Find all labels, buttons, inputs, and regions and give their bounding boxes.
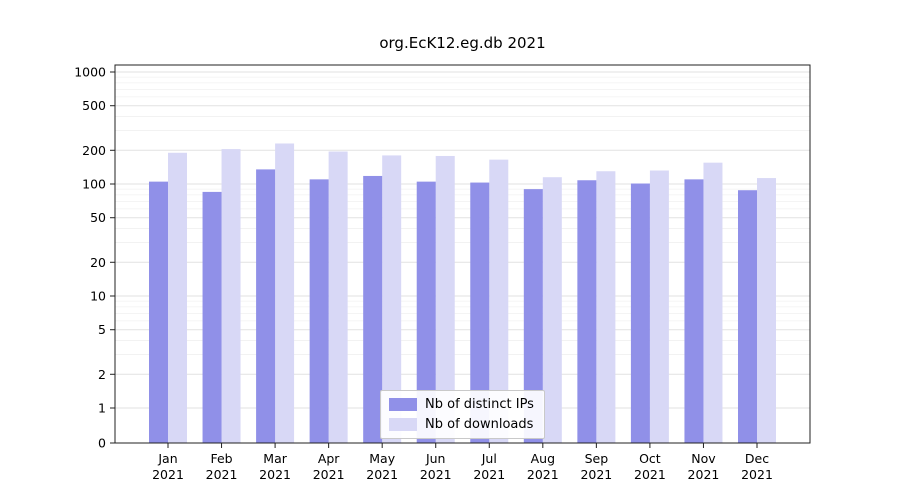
legend-item-distinct-ips: Nb of distinct IPs [389, 397, 534, 412]
bar-distinct-ips [738, 190, 757, 443]
x-tick-label-year: 2021 [741, 467, 773, 482]
y-tick-label: 100 [82, 177, 106, 192]
bar-distinct-ips [577, 180, 597, 444]
x-tick-label-month: Feb [210, 451, 232, 466]
x-tick-label-month: Apr [318, 451, 340, 466]
y-tick-label: 20 [90, 255, 106, 270]
x-tick-label-month: Jan [157, 451, 177, 466]
y-tick-label: 2 [98, 367, 106, 382]
bar-distinct-ips [363, 175, 383, 443]
bar-downloads [435, 155, 455, 444]
legend-item-downloads: Nb of downloads [389, 417, 534, 432]
bar-distinct-ips [256, 169, 276, 443]
bar-downloads [596, 171, 616, 443]
bar-distinct-ips [470, 182, 490, 443]
y-tick-label: 10 [90, 289, 106, 304]
legend-swatch-downloads [389, 418, 417, 431]
x-tick-label-year: 2021 [206, 467, 238, 482]
legend-label-downloads: Nb of downloads [425, 417, 534, 432]
y-tick-label: 200 [82, 143, 106, 158]
y-tick-label: 1 [98, 401, 106, 416]
y-tick-label: 50 [90, 210, 106, 225]
bar-distinct-ips [202, 191, 222, 443]
x-tick-label-year: 2021 [580, 467, 612, 482]
bar-downloads [275, 143, 295, 443]
x-tick-label-month: Mar [263, 451, 287, 466]
bar-distinct-ips [149, 181, 168, 443]
x-tick-label-month: Jul [481, 451, 497, 466]
bar-downloads [649, 170, 669, 443]
x-tick-label-month: Oct [639, 451, 661, 466]
x-tick-label-month: Aug [531, 451, 555, 466]
bar-distinct-ips [309, 179, 329, 443]
legend: Nb of distinct IPs Nb of downloads [380, 390, 545, 439]
bar-downloads [382, 155, 402, 443]
bar-distinct-ips [630, 183, 650, 444]
x-tick-label-month: Sep [585, 451, 609, 466]
legend-swatch-distinct-ips [389, 398, 417, 411]
bar-downloads [757, 178, 776, 443]
bar-distinct-ips [416, 181, 436, 443]
x-tick-label-year: 2021 [473, 467, 505, 482]
x-tick-label-year: 2021 [152, 467, 184, 482]
bar-downloads [168, 152, 187, 443]
y-tick-label: 0 [98, 436, 106, 451]
bar-distinct-ips [684, 179, 704, 443]
x-tick-label-year: 2021 [527, 467, 559, 482]
x-tick-label-year: 2021 [259, 467, 291, 482]
y-tick-label: 500 [82, 98, 106, 113]
bar-downloads [328, 151, 348, 444]
bar-downloads [542, 177, 562, 443]
x-tick-label-month: Dec [745, 451, 769, 466]
y-tick-label: 5 [98, 322, 106, 337]
bar-downloads [221, 149, 241, 444]
chart-title: org.EcK12.eg.db 2021 [379, 34, 546, 52]
x-tick-label-month: Nov [691, 451, 716, 466]
x-tick-label-year: 2021 [420, 467, 452, 482]
bar-distinct-ips [523, 189, 543, 443]
legend-label-distinct-ips: Nb of distinct IPs [425, 397, 534, 412]
x-tick-label-month: May [369, 451, 395, 466]
x-tick-label-year: 2021 [688, 467, 720, 482]
y-tick-label: 1000 [74, 65, 106, 80]
x-tick-label-year: 2021 [366, 467, 398, 482]
x-tick-label-year: 2021 [313, 467, 345, 482]
x-tick-label-year: 2021 [634, 467, 666, 482]
plot-border [114, 64, 811, 444]
x-tick-label-month: Jun [425, 451, 446, 466]
bar-downloads [489, 159, 509, 444]
bar-downloads [703, 162, 723, 443]
